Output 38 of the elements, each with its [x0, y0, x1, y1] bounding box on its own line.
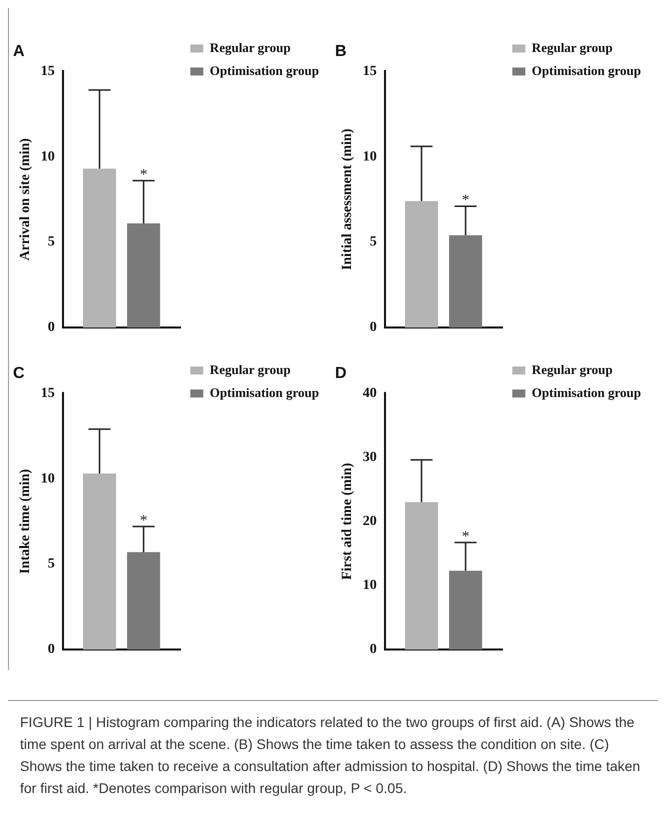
y-tick-label: 10 [40, 149, 55, 164]
annotation: * [140, 512, 148, 529]
y-tick-label: 20 [362, 514, 377, 530]
y-axis-title: Arrival on site (min) [18, 138, 34, 261]
y-tick-label: 5 [48, 234, 55, 250]
y-tick-label: 40 [362, 386, 377, 401]
legend-label: Optimisation group [532, 62, 642, 78]
legend-label: Regular group [532, 362, 613, 377]
y-axis-title: First aid time (min) [340, 462, 356, 580]
chart-title: B [335, 43, 347, 60]
y-tick-label: 10 [362, 149, 377, 164]
y-tick-label: 5 [370, 234, 377, 250]
y-axis-title: Initial assessment (min) [340, 128, 356, 270]
y-axis-title: Intake time (min) [18, 468, 34, 574]
annotation: * [462, 192, 470, 209]
legend-label: Optimisation group [210, 384, 320, 400]
y-tick-label: 0 [48, 642, 55, 658]
legend-label: Regular group [532, 40, 613, 55]
legend-label: Regular group [210, 40, 291, 55]
annotation: * [140, 167, 148, 184]
y-tick-label: 10 [362, 578, 377, 594]
y-tick-label: 15 [362, 64, 377, 79]
caption: FIGURE 1 | Histogram comparing the indicators related to the two groups of first aid. (A) Shows the time spent on arrival at the scene. (B) Shows the time taken to assess the condition on site. (C) Shows the time taken to receive a consultation after admission to hospital. (D) Shows the time taken for first aid. *Denotes comparison with regular group, P < 0.05. [8, 700, 658, 799]
chart-title: A [13, 43, 25, 60]
chart-title: C [13, 365, 25, 382]
legend-label: Optimisation group [532, 384, 642, 400]
y-tick-label: 0 [370, 642, 377, 658]
legend-label: Optimisation group [210, 62, 320, 78]
legend-label: Regular group [210, 362, 291, 377]
y-tick-label: 5 [48, 556, 55, 572]
y-tick-label: 10 [40, 471, 55, 486]
y-tick-label: 15 [40, 64, 55, 79]
y-tick-label: 30 [362, 450, 377, 465]
y-tick-label: 15 [40, 386, 55, 401]
annotation: * [462, 528, 470, 545]
y-tick-label: 0 [48, 320, 55, 336]
y-tick-label: 0 [370, 320, 377, 336]
chart-title: D [335, 365, 347, 382]
